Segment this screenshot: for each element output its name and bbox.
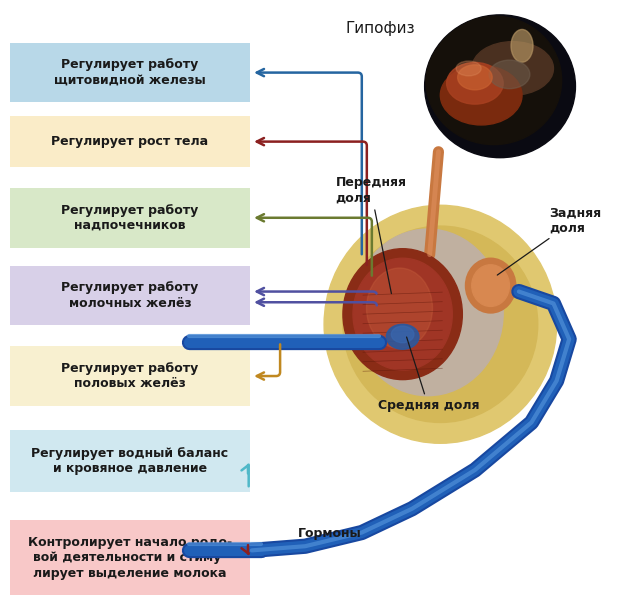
FancyBboxPatch shape bbox=[10, 43, 250, 102]
Ellipse shape bbox=[386, 324, 419, 349]
FancyBboxPatch shape bbox=[10, 188, 250, 248]
Ellipse shape bbox=[456, 61, 481, 76]
FancyBboxPatch shape bbox=[10, 430, 250, 493]
FancyBboxPatch shape bbox=[10, 117, 250, 167]
Ellipse shape bbox=[391, 326, 414, 343]
Text: Регулирует работу
молочных желёз: Регулирует работу молочных желёз bbox=[61, 281, 198, 310]
Ellipse shape bbox=[343, 226, 538, 422]
Ellipse shape bbox=[471, 265, 509, 306]
Ellipse shape bbox=[353, 229, 503, 396]
Text: Регулирует водный баланс
и кровяное давление: Регулирует водный баланс и кровяное давл… bbox=[32, 447, 229, 475]
Text: Задняя
доля: Задняя доля bbox=[497, 206, 601, 275]
Ellipse shape bbox=[324, 205, 557, 443]
Ellipse shape bbox=[441, 65, 522, 125]
Ellipse shape bbox=[466, 258, 516, 313]
Ellipse shape bbox=[471, 42, 554, 95]
Ellipse shape bbox=[447, 62, 503, 104]
Text: Передняя
доля: Передняя доля bbox=[336, 176, 406, 293]
Text: Регулирует работу
надпочечников: Регулирует работу надпочечников bbox=[61, 203, 198, 232]
Ellipse shape bbox=[511, 30, 533, 62]
Circle shape bbox=[425, 15, 576, 158]
Text: Контролирует начало родо-
вой деятельности и стиму-
лирует выделение молока: Контролирует начало родо- вой деятельнос… bbox=[28, 536, 232, 580]
Ellipse shape bbox=[353, 258, 453, 370]
Text: Средняя доля: Средняя доля bbox=[377, 337, 479, 412]
Text: Гормоны: Гормоны bbox=[298, 527, 362, 540]
FancyBboxPatch shape bbox=[10, 266, 250, 325]
Text: Гипофиз: Гипофиз bbox=[346, 21, 415, 36]
Text: Регулирует рост тела: Регулирует рост тела bbox=[51, 135, 209, 148]
FancyBboxPatch shape bbox=[10, 520, 250, 595]
Ellipse shape bbox=[367, 268, 432, 349]
Text: Регулирует работу
щитовидной железы: Регулирует работу щитовидной железы bbox=[54, 58, 206, 87]
Ellipse shape bbox=[458, 65, 492, 90]
FancyBboxPatch shape bbox=[10, 346, 250, 406]
Ellipse shape bbox=[426, 16, 562, 145]
Text: Регулирует работу
половых желёз: Регулирует работу половых желёз bbox=[61, 362, 198, 390]
Ellipse shape bbox=[343, 249, 463, 380]
Ellipse shape bbox=[489, 60, 530, 89]
